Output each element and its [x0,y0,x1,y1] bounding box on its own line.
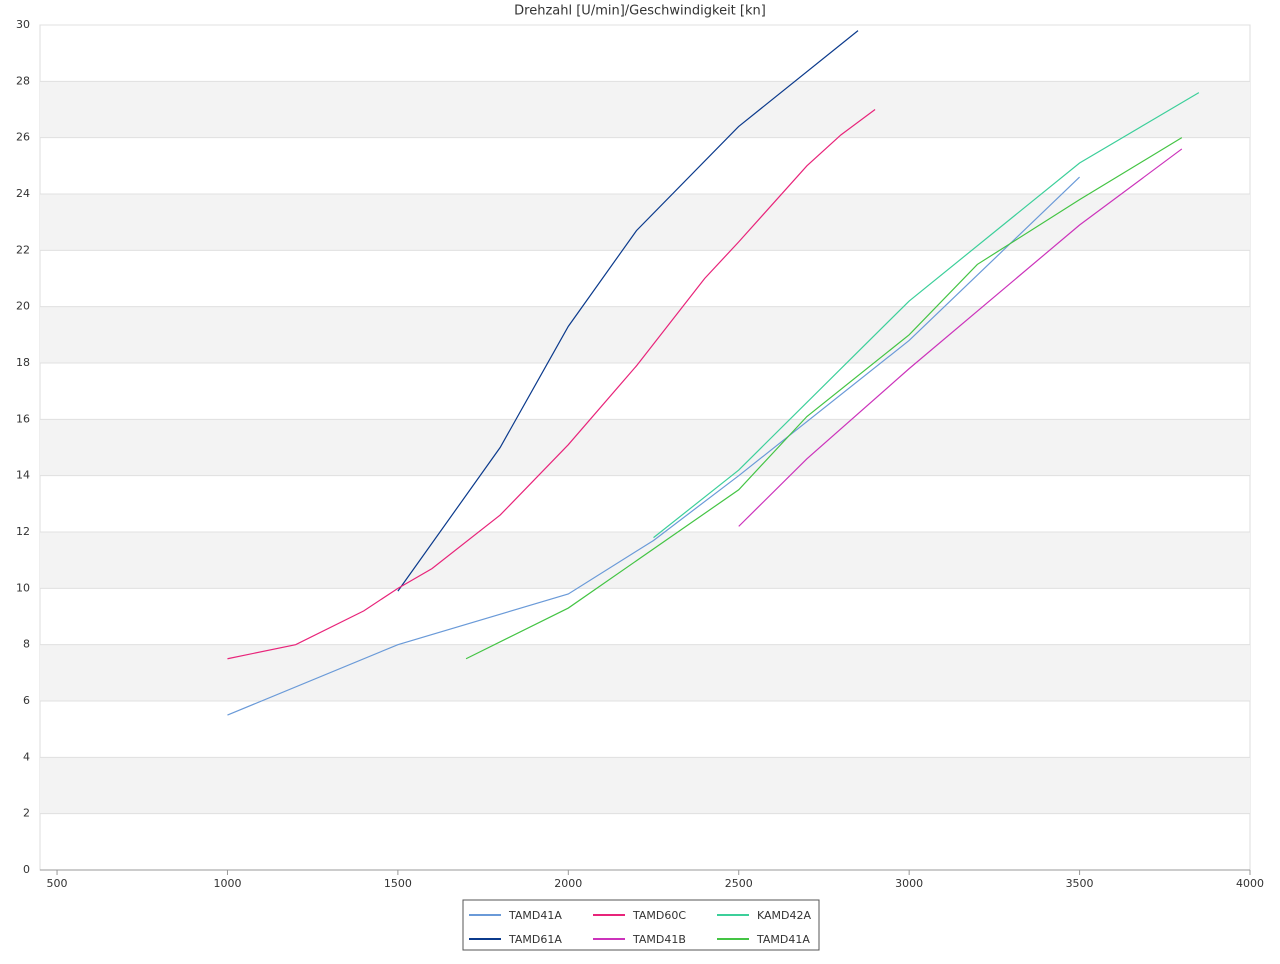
x-tick-label: 2000 [554,877,582,890]
grid-band [40,81,1250,138]
legend-label: TAMD41A [508,909,562,922]
x-tick-label: 1000 [213,877,241,890]
y-tick-label: 20 [16,300,30,313]
series-line [653,92,1200,539]
y-tick-label: 2 [23,807,30,820]
x-tick-label: 1500 [384,877,412,890]
grid-band [40,306,1250,363]
grid-band [40,644,1250,701]
y-tick-label: 30 [16,18,30,31]
y-tick-label: 24 [16,187,30,200]
legend-label: KAMD42A [757,909,812,922]
y-tick-label: 16 [16,412,30,425]
grid-band [40,419,1250,476]
y-tick-label: 22 [16,243,30,256]
y-tick-label: 0 [23,863,30,876]
chart-title: Drehzahl [U/min]/Geschwindigkeit [kn] [514,4,766,19]
grid-band [40,757,1250,814]
y-tick-label: 26 [16,131,30,144]
legend-label: TAMD60C [632,909,686,922]
grid-band [40,532,1250,589]
y-tick-label: 14 [16,469,30,482]
y-tick-label: 8 [23,638,30,651]
x-tick-label: 500 [47,877,68,890]
legend-box [462,899,820,951]
y-tick-label: 4 [23,750,30,763]
series-line [465,137,1183,660]
series-line [738,148,1183,527]
series-line [227,176,1080,716]
x-tick-label: 3500 [1066,877,1094,890]
y-tick-label: 6 [23,694,30,707]
legend-label: TAMD41A [756,933,810,946]
legend-label: TAMD61A [508,933,562,946]
legend-label: TAMD41B [632,933,686,946]
y-tick-label: 28 [16,74,30,87]
y-tick-label: 12 [16,525,30,538]
y-tick-label: 18 [16,356,30,369]
x-tick-label: 4000 [1236,877,1264,890]
x-tick-label: 2500 [725,877,753,890]
series-line [227,109,876,660]
series-line [397,30,859,592]
x-tick-label: 3000 [895,877,923,890]
y-tick-label: 10 [16,581,30,594]
